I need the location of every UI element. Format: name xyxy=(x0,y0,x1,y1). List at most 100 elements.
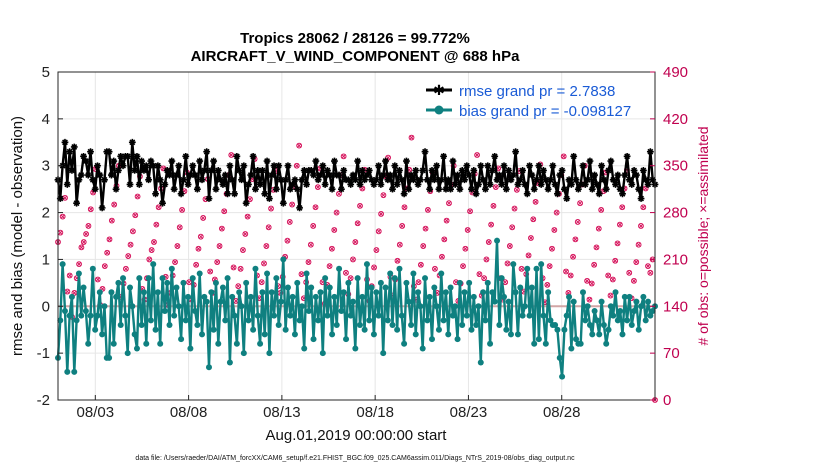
count-possible-marker xyxy=(261,260,267,267)
rmse-point xyxy=(372,176,380,184)
bias-point xyxy=(384,317,391,324)
rmse-point xyxy=(321,181,329,188)
bias-point xyxy=(291,331,298,338)
rmse-point xyxy=(200,167,208,174)
bias-point xyxy=(366,317,373,324)
rmse-point xyxy=(463,162,471,170)
y2-tick-label: 140 xyxy=(663,298,688,315)
count-assimilated-marker xyxy=(313,204,318,210)
y2-axis-label: # of obs: o=possible; ×=assimilated xyxy=(695,126,711,345)
rmse-point xyxy=(219,181,227,188)
rmse-point xyxy=(61,138,69,146)
count-possible-marker xyxy=(218,225,225,232)
y-axis-label: rmse and bias (model - observation) xyxy=(9,116,26,356)
count-assimilated-marker xyxy=(111,202,117,207)
count-possible-marker xyxy=(464,227,471,233)
bias-point xyxy=(484,279,491,286)
rmse-point xyxy=(482,185,489,193)
rmse-point xyxy=(212,185,220,193)
bias-point xyxy=(501,293,508,300)
count-possible-marker xyxy=(518,265,525,272)
rmse-point xyxy=(498,181,506,188)
count-possible-marker xyxy=(221,208,228,215)
count-possible-marker xyxy=(268,205,274,212)
rmse-point xyxy=(198,176,206,184)
rmse-point xyxy=(526,162,533,170)
bias-point xyxy=(178,336,185,343)
rmse-point xyxy=(87,148,94,156)
bias-point xyxy=(101,303,108,310)
bias-point xyxy=(359,293,366,300)
count-assimilated-marker xyxy=(153,222,159,227)
count-assimilated-marker xyxy=(633,259,639,265)
bias-point xyxy=(185,293,192,300)
count-assimilated-marker xyxy=(359,186,365,191)
count-possible-marker xyxy=(432,265,438,272)
rmse-point xyxy=(410,176,417,184)
count-possible-marker xyxy=(591,261,598,268)
count-assimilated-marker xyxy=(329,246,335,252)
rmse-point xyxy=(193,185,201,193)
bias-point xyxy=(322,275,329,282)
bias-point xyxy=(403,279,410,286)
count-possible-marker xyxy=(647,269,654,276)
bias-point xyxy=(380,350,387,357)
count-assimilated-marker xyxy=(514,187,520,193)
count-assimilated-marker xyxy=(563,269,569,274)
rmse-point xyxy=(289,181,297,188)
count-assimilated-marker xyxy=(570,254,576,260)
bias-point xyxy=(542,340,549,347)
count-possible-marker xyxy=(530,216,537,223)
x-tick-label: 08/13 xyxy=(263,404,301,421)
rmse-point xyxy=(161,181,169,188)
bias-point xyxy=(143,340,150,347)
count-assimilated-marker xyxy=(151,239,157,245)
rmse-point xyxy=(495,171,503,179)
count-possible-marker xyxy=(153,221,160,228)
count-assimilated-marker xyxy=(146,257,152,262)
bias-point xyxy=(354,275,361,282)
rmse-point xyxy=(400,190,408,198)
rmse-point xyxy=(282,176,290,184)
y-tick-label: -2 xyxy=(37,392,50,409)
rmse-point xyxy=(579,162,587,170)
count-assimilated-marker xyxy=(196,246,201,252)
y-tick-label: 0 xyxy=(42,298,50,315)
rmse-point xyxy=(570,152,578,160)
bias-point xyxy=(401,340,408,347)
bias-point xyxy=(600,322,607,329)
count-possible-marker xyxy=(333,209,340,216)
count-assimilated-marker xyxy=(547,263,553,269)
bias-point xyxy=(122,312,129,319)
count-possible-marker xyxy=(174,243,181,249)
count-possible-marker xyxy=(584,277,591,284)
count-assimilated-marker xyxy=(334,210,339,215)
rmse-point xyxy=(414,181,422,188)
count-possible-marker xyxy=(378,211,384,217)
bias-point xyxy=(556,354,563,361)
bias-point xyxy=(598,298,605,305)
bias-point xyxy=(459,322,466,329)
rmse-point xyxy=(335,171,343,179)
count-assimilated-marker xyxy=(610,277,616,282)
bias-point xyxy=(398,312,405,319)
rmse-point xyxy=(238,176,245,184)
count-assimilated-marker xyxy=(179,207,185,213)
rmse-point xyxy=(300,167,308,174)
rmse-point xyxy=(205,195,213,202)
count-possible-marker xyxy=(640,204,647,211)
rmse-point xyxy=(277,176,285,184)
bias-point xyxy=(626,293,633,300)
rmse-point xyxy=(451,181,459,188)
rmse-point xyxy=(523,190,531,198)
rmse-point xyxy=(514,181,522,188)
bias-point xyxy=(440,317,447,324)
bias-point xyxy=(424,317,431,324)
bias-point xyxy=(75,270,82,277)
rmse-point xyxy=(449,157,457,165)
rmse-point xyxy=(156,176,164,184)
bias-point xyxy=(224,275,231,282)
legend-rmse-label: rmse grand pr = 2.7838 xyxy=(459,83,615,100)
count-possible-marker xyxy=(595,225,602,232)
bias-point xyxy=(570,298,577,305)
